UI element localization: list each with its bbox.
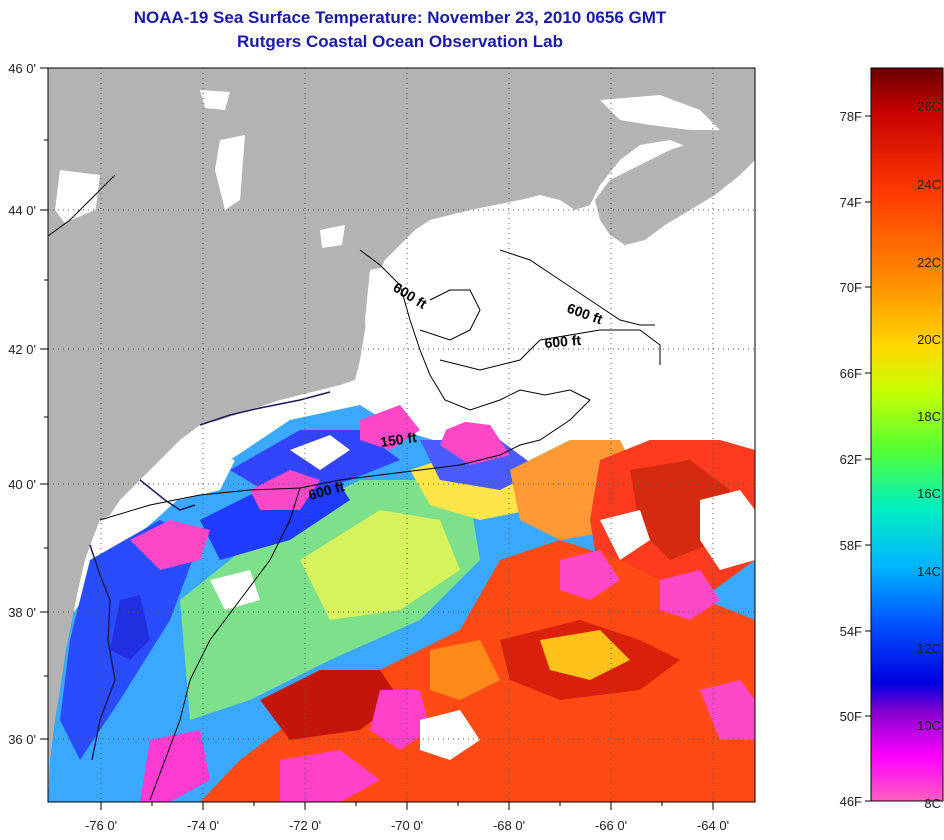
colorbar-c-label: 14C [917, 564, 941, 579]
colorbar-c-label: 24C [917, 177, 941, 192]
colorbar-f-label: 62F [840, 452, 862, 467]
colorbar-f-label: 66F [840, 366, 862, 381]
map-title: NOAA-19 Sea Surface Temperature: Novembe… [133, 8, 667, 27]
x-tick-label: -72 0' [289, 818, 321, 833]
bathymetry-contours [48, 174, 661, 801]
colorbar-c-label: 16C [917, 486, 941, 501]
y-tick-label: 44 0' [8, 203, 36, 218]
x-tick-label: -68 0' [493, 818, 525, 833]
colorbar-c-label: 8C [924, 796, 941, 811]
y-tick-label: 38 0' [8, 605, 36, 620]
colorbar-f-label: 74F [840, 195, 862, 210]
map-area: 600 ft 600 ft 600 ft 150 ft 600 ft [48, 68, 755, 802]
colorbar-f-label: 54F [840, 624, 862, 639]
map-frame [47, 67, 756, 803]
x-tick-label: -70 0' [391, 818, 423, 833]
colorbar-c-label: 22C [917, 255, 941, 270]
title-block: NOAA-19 Sea Surface Temperature: Novembe… [0, 6, 800, 54]
colorbar-f-label: 78F [840, 109, 862, 124]
coastline [89, 391, 331, 761]
y-tick-label: 40 0' [8, 477, 36, 492]
colorbar-c-label: 18C [917, 409, 941, 424]
x-tick-label: -76 0' [85, 818, 117, 833]
colorbar-c-label: 12C [917, 641, 941, 656]
colorbar-fahrenheit-labels: 78F 74F 70F 66F 62F 58F 54F 50F 46F [840, 109, 862, 809]
y-tick-label: 36 0' [8, 732, 36, 747]
colorbar-celsius-labels: 26C 24C 22C 20C 18C 16C 14C 12C 10C 8C [917, 99, 941, 811]
colorbar-gradient [870, 67, 944, 802]
colorbar: 78F 74F 70F 66F 62F 58F 54F 50F 46F 26C … [840, 67, 944, 811]
y-tick-label: 42 0' [8, 342, 36, 357]
map-subtitle: Rutgers Coastal Ocean Observation Lab [237, 32, 563, 51]
x-tick-label: -66 0' [595, 818, 627, 833]
axis-ticks [40, 67, 714, 810]
contour-label-150: 150 ft [379, 429, 418, 450]
colorbar-c-label: 20C [917, 332, 941, 347]
y-tick-label: 46 0' [8, 61, 36, 76]
contour-label-600-southeast: 600 ft [544, 332, 582, 351]
colorbar-f-label: 58F [840, 538, 862, 553]
colorbar-f-label: 70F [840, 280, 862, 295]
colorbar-ticks [865, 115, 871, 802]
x-tick-label: -74 0' [187, 818, 219, 833]
colorbar-f-label: 50F [840, 709, 862, 724]
colorbar-f-label: 46F [840, 794, 862, 809]
colorbar-c-label: 10C [917, 718, 941, 733]
colorbar-c-label: 26C [917, 99, 941, 114]
land-masses [48, 68, 755, 802]
y-axis-labels: 46 0' 44 0' 42 0' 40 0' 38 0' 36 0' [8, 61, 36, 747]
x-tick-label: -64 0' [697, 818, 729, 833]
x-axis-labels: -76 0' -74 0' -72 0' -70 0' -68 0' -66 0… [85, 818, 729, 833]
